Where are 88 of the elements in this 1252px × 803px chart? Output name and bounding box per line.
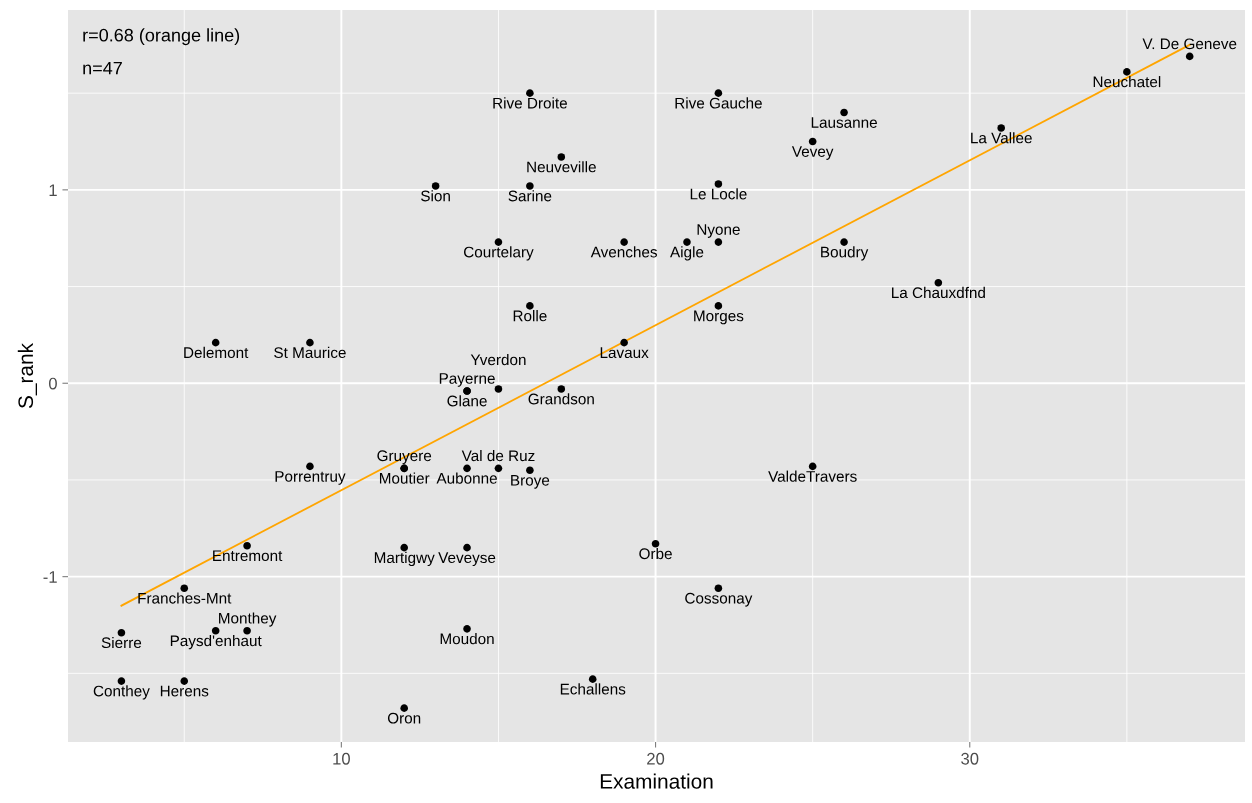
annotation: Aubonne	[436, 472, 497, 484]
point	[526, 466, 534, 475]
annotation: Monthey	[219, 612, 277, 627]
point	[243, 541, 251, 550]
y-axis-title: S_rank	[17, 342, 38, 409]
x-tick-label: 30	[961, 752, 979, 765]
annotation: Cossonay	[685, 592, 753, 607]
annotation: Broye	[511, 475, 550, 489]
point	[526, 302, 534, 310]
annotation: Lausanne	[811, 117, 877, 128]
annotation: Sarine	[508, 190, 552, 202]
point	[463, 543, 471, 552]
annotation: Avenches	[590, 246, 657, 258]
point	[180, 677, 189, 685]
point	[620, 338, 628, 347]
annotation: Paysd'enhaut	[170, 634, 262, 650]
annotation: Boudry	[821, 246, 869, 261]
annotation: Porrentruy	[275, 471, 346, 485]
annotation: Sierre	[101, 636, 142, 649]
annotation: Vevey	[791, 146, 834, 160]
point	[494, 385, 503, 393]
point	[714, 238, 723, 246]
annotation: Grandson	[528, 393, 594, 405]
point	[840, 108, 848, 117]
annotation: Morges	[694, 310, 744, 325]
annotation: Rive Droite	[493, 97, 567, 109]
y-tick-label: 0	[48, 377, 57, 390]
annotation: Echallens	[560, 683, 626, 695]
annotation: Rolle	[513, 310, 547, 322]
point	[306, 462, 314, 471]
point	[683, 238, 691, 246]
annotation: Entremont	[213, 550, 283, 562]
point	[557, 385, 566, 393]
annotation: Martigwy	[374, 551, 435, 567]
point	[117, 628, 126, 637]
annotation: Moutier	[379, 472, 430, 484]
annotation: n=47	[83, 61, 122, 75]
point	[651, 539, 660, 548]
annotation: Sion	[421, 190, 450, 202]
annotation: La Chauxdfnd	[892, 286, 985, 299]
annotation: Herens	[160, 685, 209, 697]
point	[840, 238, 848, 246]
point	[526, 89, 534, 97]
point	[463, 625, 471, 633]
point	[588, 675, 597, 683]
point	[714, 180, 723, 188]
point	[526, 182, 534, 190]
point	[117, 677, 126, 685]
annotation: Glane	[447, 395, 487, 407]
point	[808, 137, 817, 146]
point	[494, 464, 503, 473]
point	[494, 238, 503, 246]
point	[1123, 68, 1131, 76]
point	[997, 124, 1005, 132]
annotation: Veveyse	[438, 552, 496, 567]
annotation: Oron	[387, 712, 421, 724]
annotation: St Maurice	[274, 346, 346, 359]
annotation: Le Locle	[690, 188, 747, 200]
annotation: Courtelary	[464, 246, 534, 261]
x-axis-title: Examination	[600, 773, 713, 789]
annotation: Payerne	[439, 373, 495, 387]
annotation: Aigle	[670, 246, 704, 261]
x-tick-label: 20	[647, 752, 665, 765]
annotation: Yverdon	[470, 353, 526, 366]
point	[211, 626, 220, 635]
annotation: ValdeTravers	[768, 470, 857, 482]
y-tick-label: 1	[49, 184, 57, 196]
annotation: Rive Gauche	[675, 97, 762, 109]
point	[714, 89, 723, 97]
annotation: Orbe	[639, 547, 672, 560]
annotation: r=0.68 (orange line)	[83, 28, 240, 46]
point	[1185, 52, 1194, 61]
annotation: Lavaux	[600, 347, 649, 359]
annotation: Neuveville	[527, 161, 596, 173]
point	[431, 182, 440, 190]
point	[714, 302, 723, 310]
annotation: Conthey	[93, 685, 150, 700]
annotation: Franches-Mnt	[138, 592, 232, 604]
point	[400, 704, 408, 712]
annotation: Val de Ruz	[461, 449, 535, 462]
annotation: Delemont	[184, 346, 249, 359]
point	[620, 238, 628, 246]
annotation: Nyone	[697, 224, 740, 238]
y-tick-label: -1	[43, 571, 57, 583]
annotation: V. De Geneve	[1142, 38, 1237, 50]
point	[557, 153, 566, 161]
annotation: Moudon	[440, 633, 494, 645]
x-tick-label: 10	[333, 752, 350, 765]
